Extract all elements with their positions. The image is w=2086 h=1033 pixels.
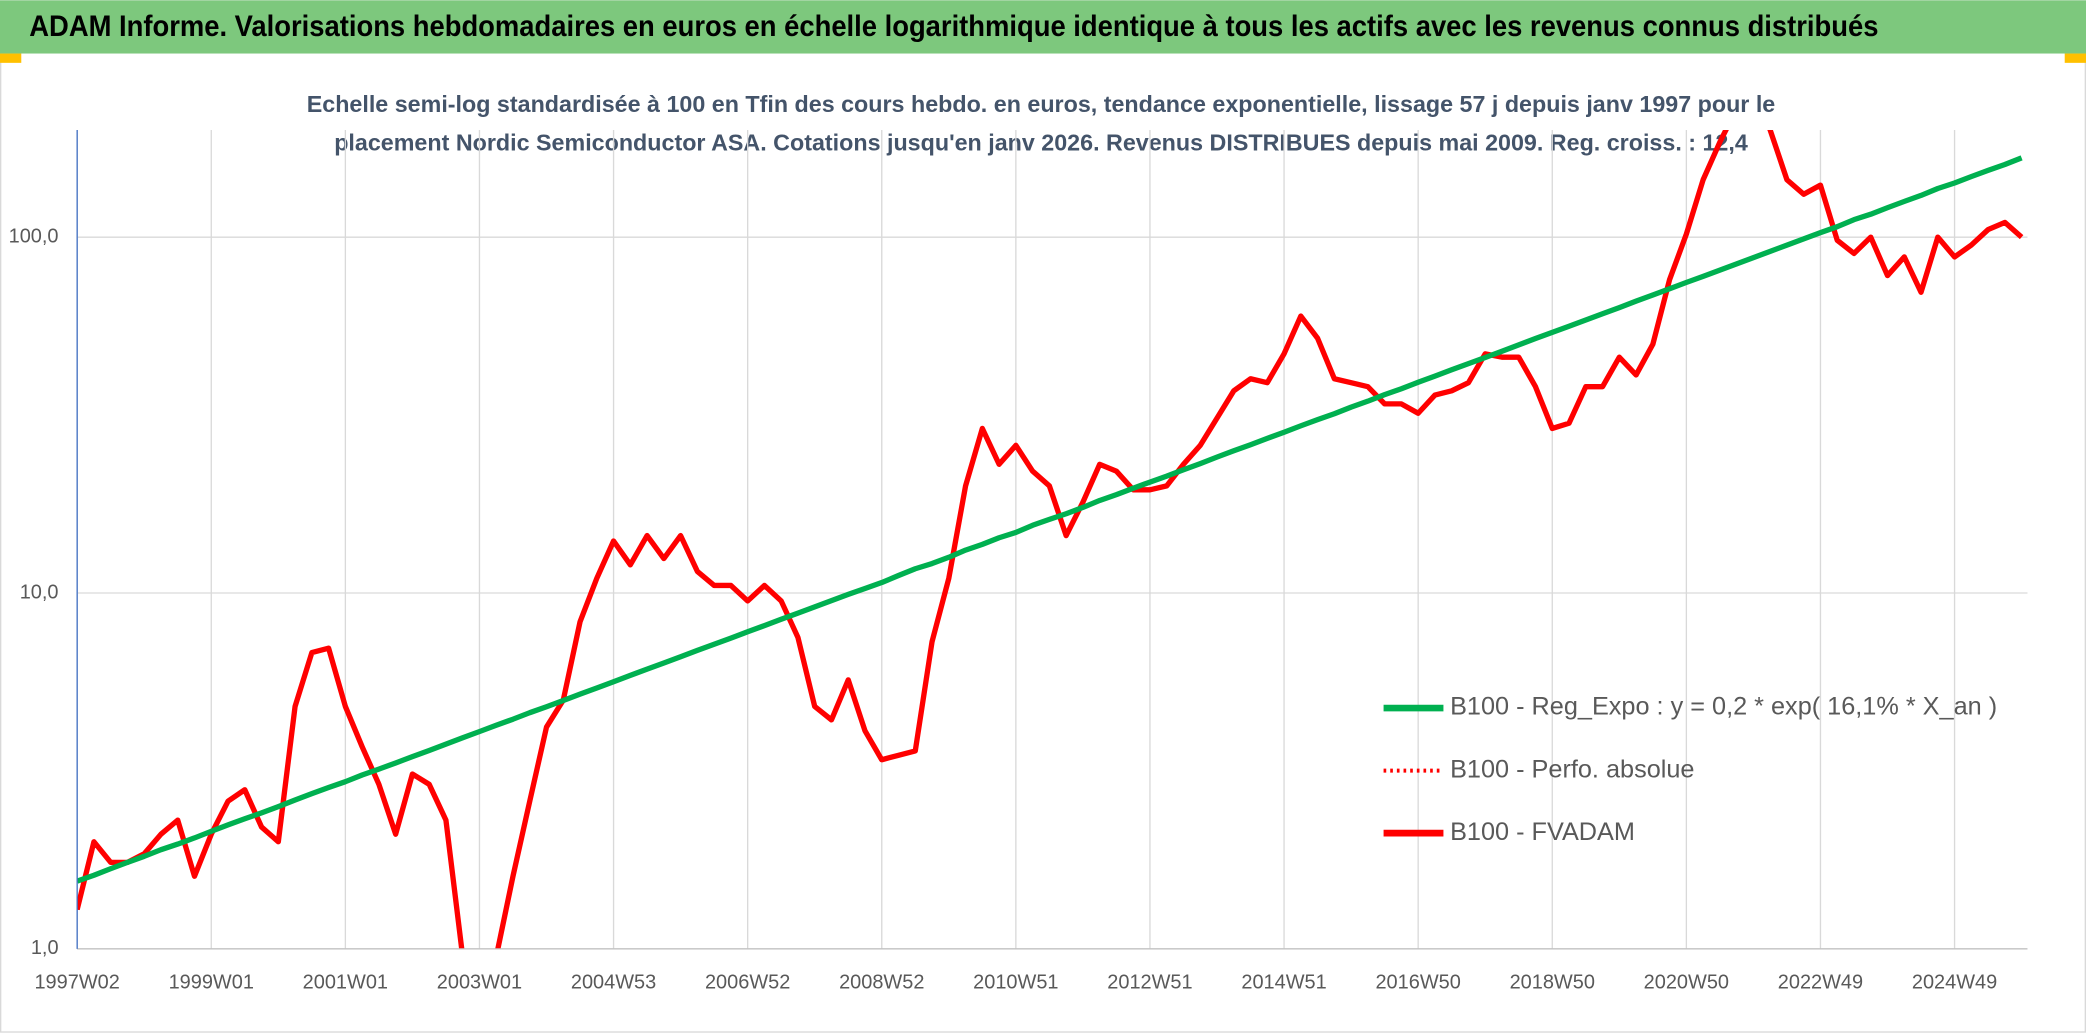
x-tick-label: 2001W01 (303, 972, 388, 994)
x-tick-label: 2010W51 (973, 972, 1058, 994)
x-tick-label: 2008W52 (839, 972, 924, 994)
x-tick-label: 2020W50 (1644, 972, 1729, 994)
x-tick-label: 2014W51 (1241, 972, 1326, 994)
x-tick-label: 2012W51 (1107, 972, 1192, 994)
corner-mark (0, 53, 22, 63)
x-tick-label: 1997W02 (34, 972, 119, 994)
chart-title: ADAM Informe. Valorisations hebdomadaire… (29, 11, 1878, 43)
legend-label: B100 - Perfo. absolue (1450, 755, 1694, 783)
title-bar (0, 0, 2086, 54)
plot (77, 130, 2024, 950)
x-tick-label: 2006W52 (705, 972, 790, 994)
y-tick-label: 1,0 (31, 937, 59, 959)
series-line (77, 155, 2023, 884)
x-tick-label: 2022W49 (1778, 972, 1863, 994)
x-tick-label: 2003W01 (437, 972, 522, 994)
y-tick-label: 10,0 (20, 581, 59, 603)
x-tick-label: 2024W49 (1912, 972, 1997, 994)
legend-label: B100 - FVADAM (1450, 818, 1635, 846)
x-tick-label: 2016W50 (1375, 972, 1460, 994)
x-tick-label: 2004W53 (571, 972, 656, 994)
x-tick-label: 1999W01 (169, 972, 254, 994)
corner-mark (2064, 53, 2086, 63)
x-tick-label: 2018W50 (1510, 972, 1595, 994)
chart-subtitle: Echelle semi-log standardisée à 100 en T… (306, 90, 1776, 156)
series-line (77, 130, 2024, 950)
subtitle-box: Echelle semi-log standardisée à 100 en T… (306, 90, 1776, 156)
y-tick-label: 100,0 (9, 225, 59, 247)
axes: 1,0 10,0 100,0 1997W02 1999W01 2001W01 2003W01… (9, 130, 2028, 994)
legend-label: B100 - Reg_Expo : y = 0,2 * exp( 16,1% *… (1450, 693, 1997, 721)
